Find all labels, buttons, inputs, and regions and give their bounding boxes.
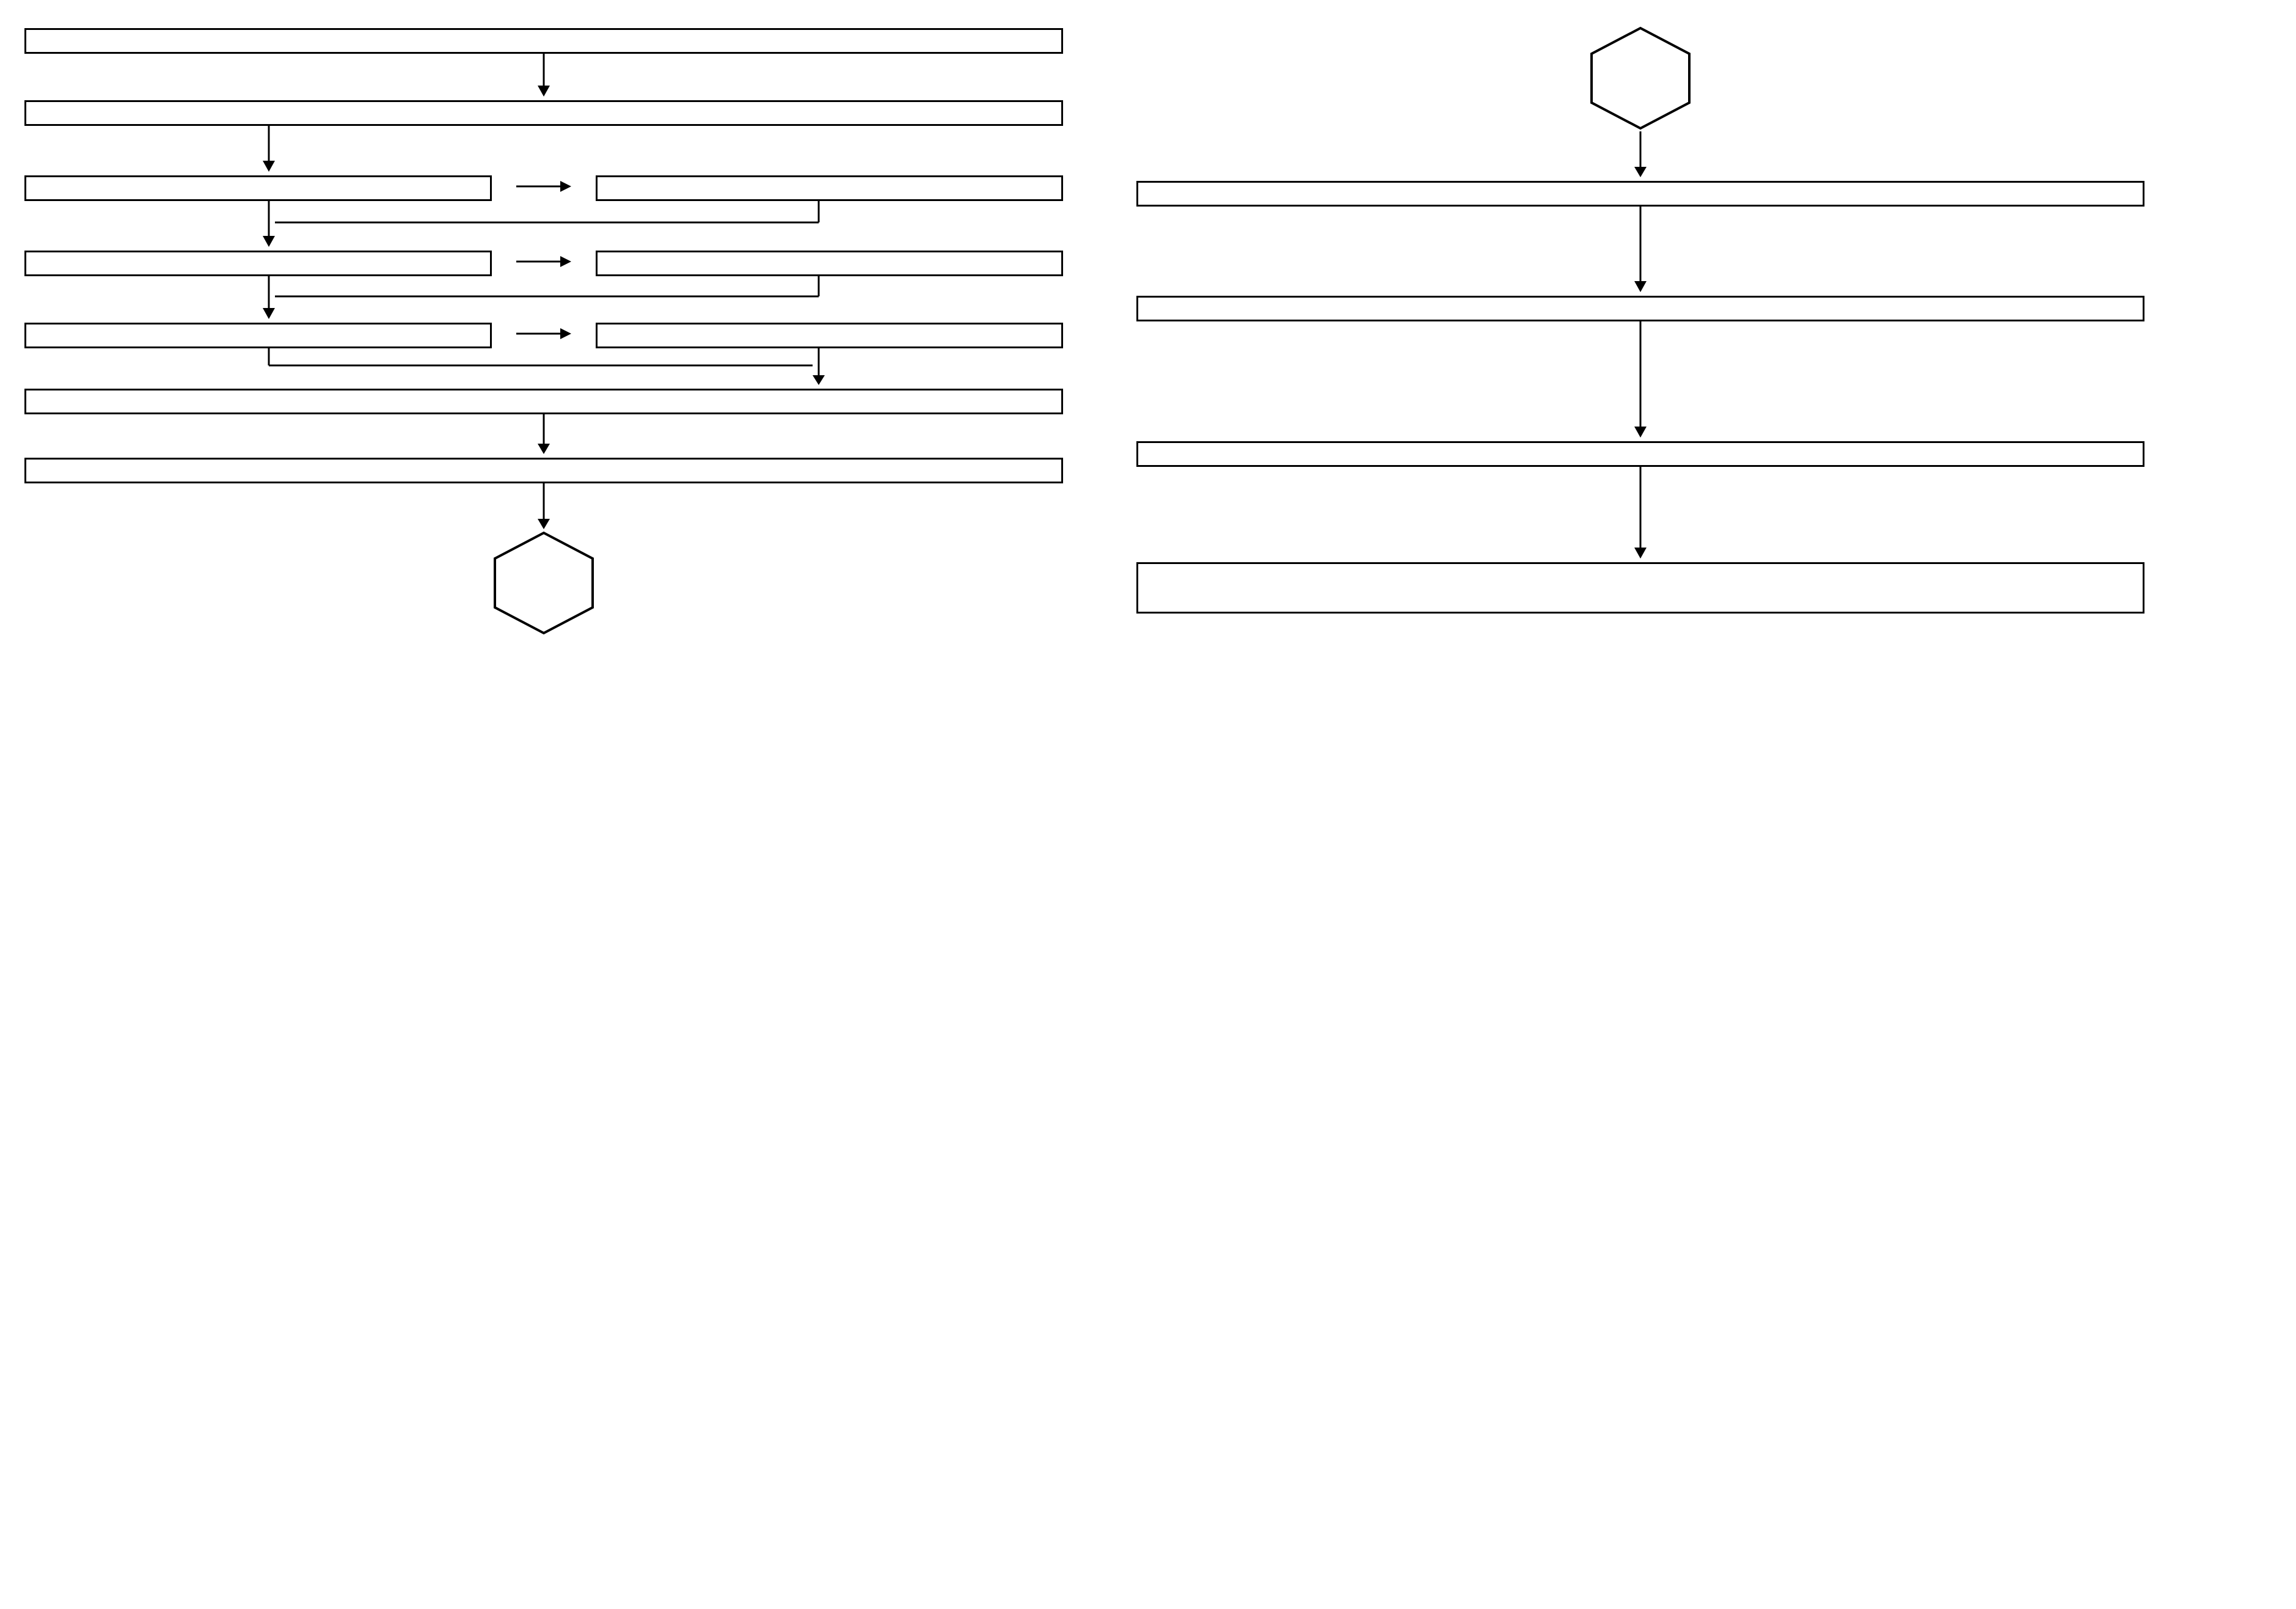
arrow-right-icon [516, 247, 571, 276]
step-box [596, 323, 1063, 348]
step-103 [24, 172, 492, 201]
arrow-right-icon [516, 319, 571, 348]
arrow-down-icon [1136, 131, 2144, 177]
arrow-down-icon [24, 54, 1063, 97]
connector-hexagon-icon [1136, 24, 2144, 131]
step-box [1136, 181, 2144, 207]
step-113 [1136, 438, 2144, 467]
step-112 [1136, 292, 2144, 321]
step-110 [24, 454, 1063, 483]
arrow-merge-icon [24, 201, 1063, 247]
arrow-down-icon [1136, 207, 2144, 292]
step-box [24, 28, 1063, 54]
left-column [24, 24, 1063, 636]
step-102 [24, 97, 1063, 126]
arrow-merge-icon [24, 276, 1063, 319]
row-107-108 [24, 319, 1063, 348]
step-101 [24, 24, 1063, 54]
step-box [596, 251, 1063, 276]
step-box [24, 251, 492, 276]
step-box [1136, 296, 2144, 321]
step-box [24, 100, 1063, 126]
step-105 [24, 247, 492, 276]
arrow-down-icon [1136, 467, 2144, 559]
step-107 [24, 319, 492, 348]
arrow-down-icon [24, 414, 1063, 454]
step-box [1136, 562, 2144, 614]
step-106 [596, 247, 1063, 276]
arrow-down-icon [24, 483, 1063, 529]
step-108 [596, 319, 1063, 348]
row-105-106 [24, 247, 1063, 276]
arrow-split-icon [24, 126, 1063, 172]
step-box [1136, 441, 2144, 467]
arrow-down-icon [1136, 321, 2144, 438]
row-103-104 [24, 172, 1063, 201]
step-104 [596, 172, 1063, 201]
step-box [24, 323, 492, 348]
step-box [24, 175, 492, 201]
step-box [24, 389, 1063, 414]
step-109 [24, 385, 1063, 414]
flowchart-diagram [24, 24, 2272, 636]
step-114 [1136, 559, 2144, 614]
step-box [596, 175, 1063, 201]
step-box [24, 458, 1063, 483]
connector-hexagon-icon [24, 529, 1063, 636]
arrow-right-icon [516, 172, 571, 201]
right-column [1136, 24, 2144, 614]
step-111 [1136, 177, 2144, 207]
arrow-merge-icon [24, 348, 1063, 385]
